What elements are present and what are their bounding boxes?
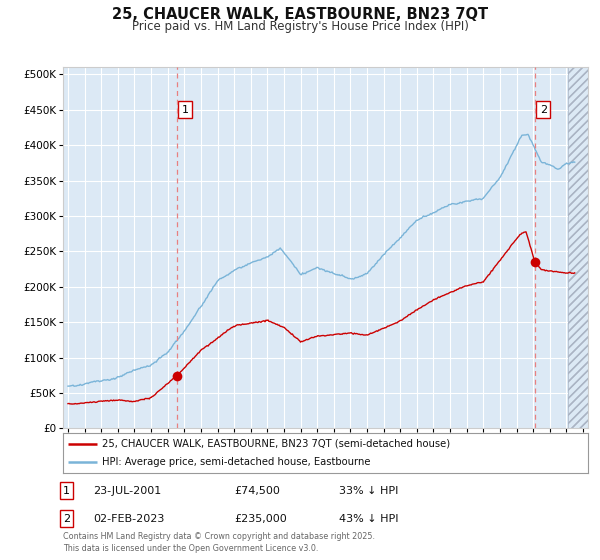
Text: £235,000: £235,000 [234, 514, 287, 524]
Text: 1: 1 [63, 486, 70, 496]
Text: 25, CHAUCER WALK, EASTBOURNE, BN23 7QT: 25, CHAUCER WALK, EASTBOURNE, BN23 7QT [112, 7, 488, 22]
Text: 43% ↓ HPI: 43% ↓ HPI [339, 514, 398, 524]
Text: 2: 2 [539, 105, 547, 115]
Text: HPI: Average price, semi-detached house, Eastbourne: HPI: Average price, semi-detached house,… [103, 458, 371, 467]
Text: 2: 2 [63, 514, 70, 524]
Text: Price paid vs. HM Land Registry's House Price Index (HPI): Price paid vs. HM Land Registry's House … [131, 20, 469, 32]
Text: 33% ↓ HPI: 33% ↓ HPI [339, 486, 398, 496]
Text: 25, CHAUCER WALK, EASTBOURNE, BN23 7QT (semi-detached house): 25, CHAUCER WALK, EASTBOURNE, BN23 7QT (… [103, 439, 451, 449]
Text: 02-FEB-2023: 02-FEB-2023 [93, 514, 164, 524]
Text: 1: 1 [182, 105, 189, 115]
Text: Contains HM Land Registry data © Crown copyright and database right 2025.
This d: Contains HM Land Registry data © Crown c… [63, 533, 375, 553]
Text: £74,500: £74,500 [234, 486, 280, 496]
Text: 23-JUL-2001: 23-JUL-2001 [93, 486, 161, 496]
